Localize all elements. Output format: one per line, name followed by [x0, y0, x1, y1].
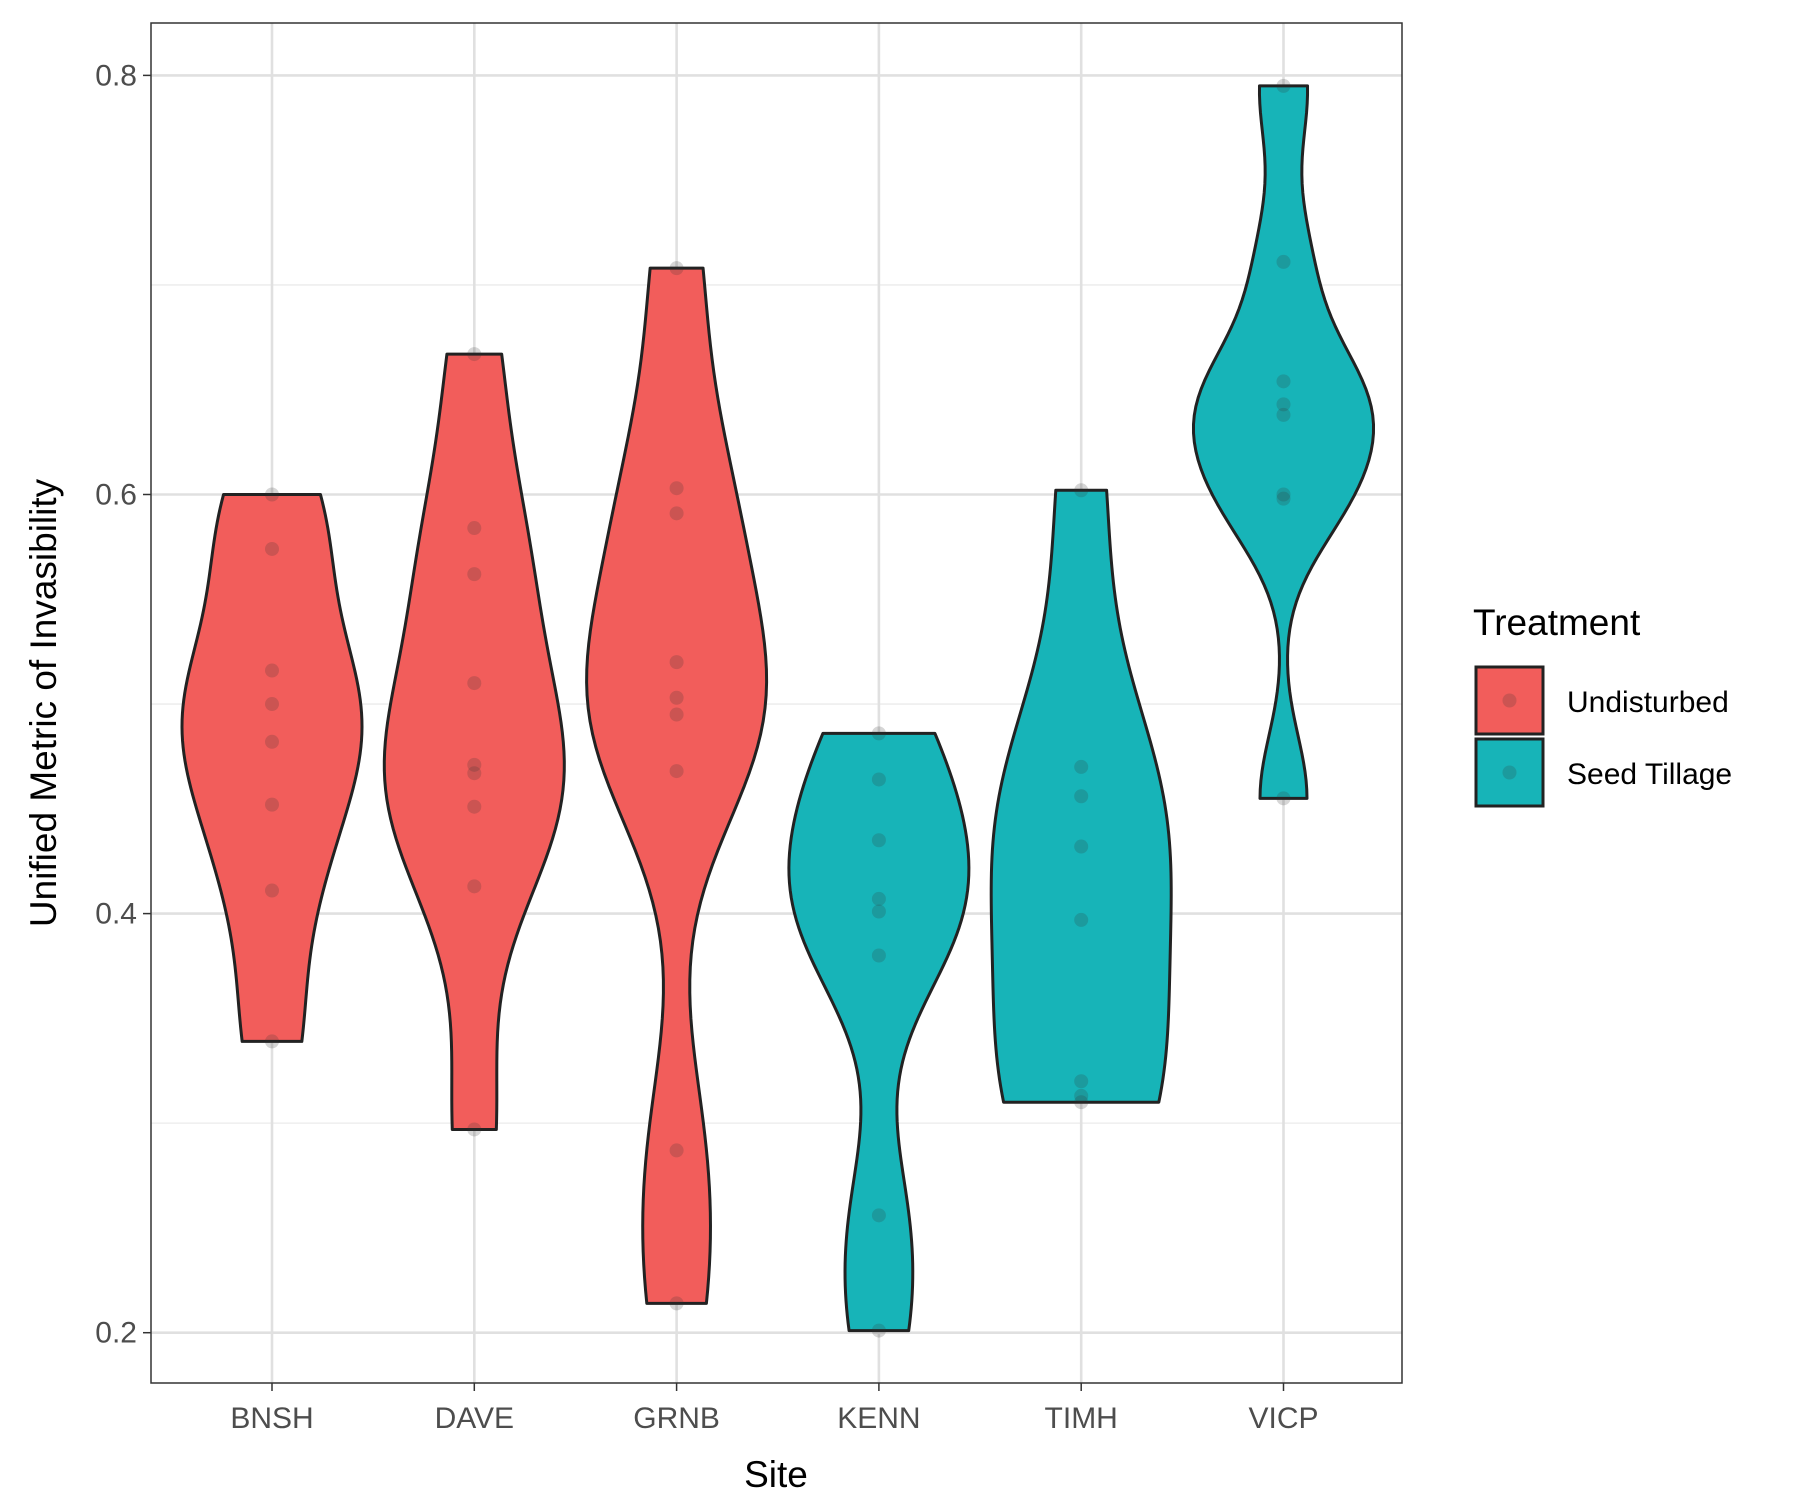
- data-point-vicp: [1276, 254, 1291, 269]
- legend-key-seed-tillage: [1474, 737, 1545, 808]
- data-point-vicp: [1276, 491, 1291, 506]
- data-point-grnb: [669, 690, 684, 705]
- data-point-kenn: [871, 948, 886, 963]
- violins: [180, 84, 1375, 1333]
- data-point-vicp: [1276, 791, 1291, 806]
- data-point-dave: [467, 1122, 482, 1137]
- data-point-bnsh: [265, 883, 279, 898]
- legend-point-seed-tillage: [1502, 765, 1517, 780]
- panel-border: [150, 22, 1403, 1384]
- data-point-grnb: [669, 764, 684, 779]
- data-point-kenn: [871, 833, 886, 848]
- legend-key-undisturbed: [1474, 665, 1545, 736]
- data-point-dave: [467, 799, 482, 814]
- data-point-bnsh: [265, 1034, 279, 1049]
- data-point-timh: [1074, 483, 1089, 498]
- data-point-grnb: [669, 655, 684, 670]
- data-point-dave: [467, 879, 482, 894]
- data-point-timh: [1074, 1074, 1089, 1089]
- data-point-bnsh: [265, 734, 279, 749]
- data-point-dave: [467, 521, 482, 536]
- data-point-grnb: [669, 707, 684, 722]
- data-point-vicp: [1276, 407, 1291, 422]
- violin-timh: [989, 488, 1173, 1104]
- x-tick-label: TIMH: [1045, 1402, 1118, 1435]
- data-point-bnsh: [265, 663, 279, 678]
- x-axis-title: Site: [744, 1454, 808, 1495]
- data-point-bnsh: [265, 487, 279, 502]
- violin-dave: [382, 352, 566, 1131]
- data-point-dave: [467, 347, 482, 362]
- data-point-vicp: [1276, 374, 1291, 389]
- data-point-dave: [467, 757, 482, 772]
- y-tick-label: 0.8: [95, 59, 137, 92]
- data-point-grnb: [669, 261, 684, 276]
- data-point-timh: [1074, 839, 1089, 854]
- y-tick-label: 0.2: [95, 1317, 137, 1350]
- legend: Treatment Undisturbed Seed Tillage: [1473, 602, 1732, 808]
- data-points: [265, 78, 1291, 1338]
- data-point-vicp: [1276, 487, 1291, 502]
- data-point-timh: [1074, 759, 1089, 774]
- y-tick-label: 0.6: [95, 478, 137, 511]
- legend-label-undisturbed: Undisturbed: [1567, 686, 1729, 719]
- x-tick-label: KENN: [837, 1402, 920, 1435]
- data-point-timh: [1074, 912, 1089, 927]
- data-point-timh: [1074, 1095, 1089, 1110]
- data-point-kenn: [871, 1323, 886, 1338]
- x-tick-label: VICP: [1248, 1402, 1318, 1435]
- data-point-timh: [1074, 1088, 1089, 1103]
- y-axis-title: Unified Metric of Invasibility: [23, 478, 64, 927]
- violin-grnb: [585, 266, 769, 1305]
- legend-item-undisturbed: Undisturbed: [1474, 665, 1729, 736]
- data-point-timh: [1074, 789, 1089, 804]
- data-point-vicp: [1276, 78, 1291, 93]
- violin-kenn: [787, 731, 971, 1333]
- data-point-kenn: [871, 726, 886, 741]
- data-point-grnb: [669, 481, 684, 496]
- data-point-kenn: [871, 1208, 886, 1223]
- y-tick-label: 0.4: [95, 898, 137, 931]
- legend-label-seed-tillage: Seed Tillage: [1567, 758, 1732, 791]
- data-point-bnsh: [265, 541, 279, 556]
- data-point-dave: [467, 766, 482, 781]
- x-tick-label: DAVE: [435, 1402, 514, 1435]
- data-point-grnb: [669, 506, 684, 521]
- y-axis: 0.2 0.4 0.6 0.8: [95, 59, 151, 1350]
- x-axis: BNSH DAVE GRNB KENN TIMH VICP: [230, 1383, 1319, 1435]
- data-point-kenn: [871, 904, 886, 919]
- data-point-kenn: [871, 772, 886, 787]
- data-point-grnb: [669, 1296, 684, 1311]
- legend-title: Treatment: [1473, 602, 1641, 643]
- violin-vicp: [1192, 84, 1375, 800]
- data-point-bnsh: [265, 697, 279, 712]
- data-point-kenn: [871, 891, 886, 906]
- violin-bnsh: [180, 492, 364, 1043]
- legend-point-undisturbed: [1502, 693, 1517, 708]
- data-point-grnb: [669, 1143, 684, 1158]
- legend-item-seed-tillage: Seed Tillage: [1474, 737, 1732, 808]
- data-point-vicp: [1276, 397, 1291, 412]
- data-point-dave: [467, 676, 482, 691]
- x-tick-label: BNSH: [230, 1402, 313, 1435]
- data-point-dave: [467, 567, 482, 582]
- data-point-bnsh: [265, 797, 279, 812]
- x-tick-label: GRNB: [633, 1402, 720, 1435]
